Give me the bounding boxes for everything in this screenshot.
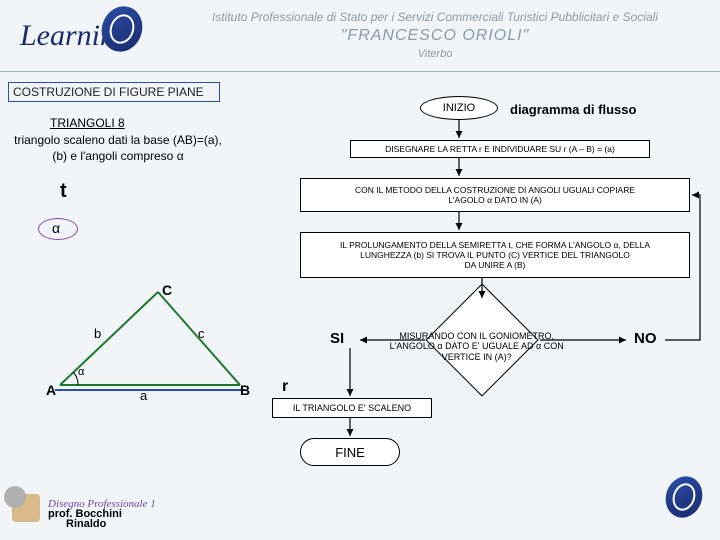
school-city: Viterbo xyxy=(150,47,720,61)
side-c: c xyxy=(198,326,205,341)
school-name: "FRANCESCO ORIOLI" xyxy=(150,26,720,47)
flow-step3-line2: LUNGHEZZA (b) SI TROVA IL PUNTO (C) VERT… xyxy=(360,250,630,260)
triangle-svg xyxy=(40,280,270,420)
flow-decision: MISURANDO CON IL GONIOMETRO, L'ANGOLO α … xyxy=(425,283,538,396)
section-description: triangolo scaleno dati la base (AB)=(a),… xyxy=(8,132,228,164)
vertex-c: C xyxy=(162,282,172,298)
flow-decision-line2: L'ANGOLO α DATO E' UGUALE AD α CON xyxy=(387,342,567,352)
flow-decision-line1: MISURANDO CON IL GONIOMETRO, xyxy=(387,331,567,341)
school-line1: Istituto Professionale di Stato per i Se… xyxy=(150,10,720,26)
alpha-label: α xyxy=(52,220,60,236)
flow-end: FINE xyxy=(300,438,400,466)
r-label: r xyxy=(282,378,288,396)
footer-icon xyxy=(12,494,40,522)
decision-si: SI xyxy=(330,330,344,347)
section-title: COSTRUZIONE DI FIGURE PIANE xyxy=(8,82,220,102)
flow-label: diagramma di flusso xyxy=(510,102,636,117)
flow-step2-line1: CON IL METODO DELLA COSTRUZIONE DI ANGOL… xyxy=(355,185,635,195)
vertex-b: B xyxy=(240,382,250,398)
school-block: Istituto Professionale di Stato per i Se… xyxy=(150,10,720,61)
section-subtitle: TRIANGOLI 8 xyxy=(50,116,125,130)
t-label: t xyxy=(60,180,67,203)
flow-step3: IL PROLUNGAMENTO DELLA SEMIRETTA t, CHE … xyxy=(300,232,690,278)
flow-decision-line3: VERTICE IN (A)? xyxy=(387,352,567,362)
side-a: a xyxy=(140,388,147,403)
side-b: b xyxy=(94,326,101,341)
flow-step2-line2: L'AGOLO α DATO IN (A) xyxy=(448,195,542,205)
triangle-figure: A B C a b c α xyxy=(40,280,270,420)
logo: Learning xyxy=(0,0,150,72)
vertex-a: A xyxy=(46,382,56,398)
flow-step3-line3: DA UNIRE A (B) xyxy=(465,260,526,270)
flow-step3-line1: IL PROLUNGAMENTO DELLA SEMIRETTA t, CHE … xyxy=(340,240,650,250)
flow-step1: DISEGNARE LA RETTA r E INDIVIDUARE SU r … xyxy=(350,140,650,158)
footer: Disegno Professionale 1 prof. Bocchini R… xyxy=(48,498,156,530)
flow-result: IL TRIANGOLO E' SCALENO xyxy=(272,398,432,418)
page-header: Learning Istituto Professionale di Stato… xyxy=(0,0,720,72)
footer-logo-icon xyxy=(660,471,708,523)
triangle-alpha: α xyxy=(78,366,84,378)
decision-no: NO xyxy=(634,330,657,347)
flow-start: INIZIO xyxy=(420,96,498,120)
footer-prof2: Rinaldo xyxy=(66,520,156,530)
flow-step2: CON IL METODO DELLA COSTRUZIONE DI ANGOL… xyxy=(300,178,690,212)
